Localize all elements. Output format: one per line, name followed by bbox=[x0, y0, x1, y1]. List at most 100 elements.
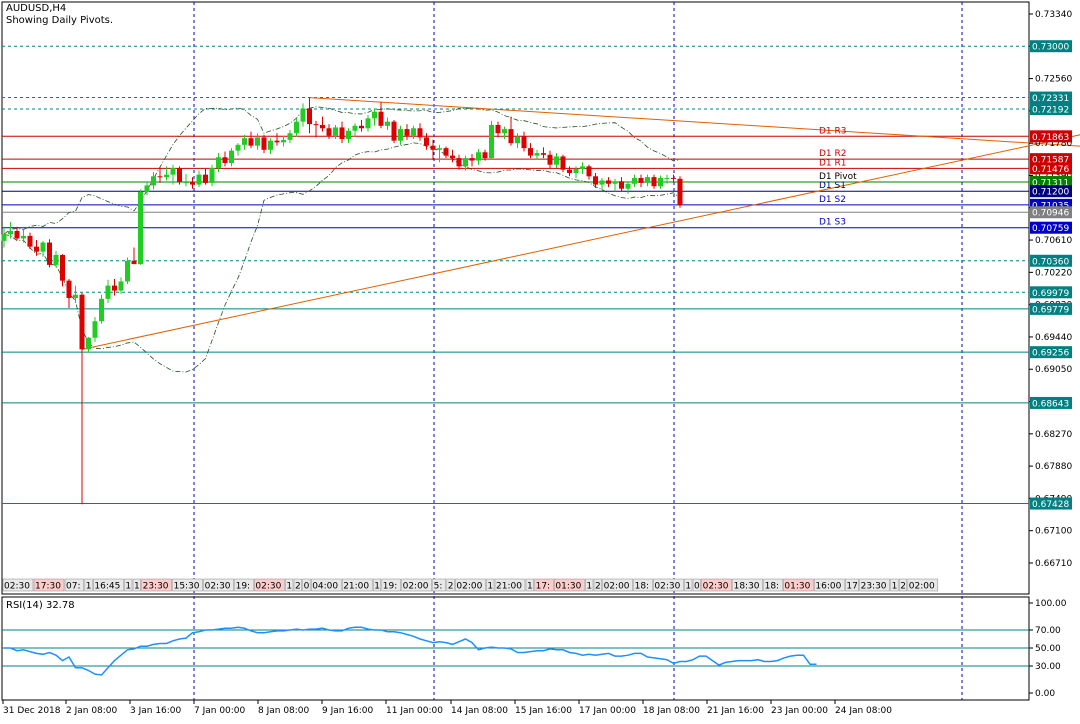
level-price-label: 0.69979 bbox=[1032, 289, 1069, 299]
session-label: 1 bbox=[527, 582, 533, 592]
level-price-label: 0.71476 bbox=[1032, 165, 1069, 175]
session-label: 1 bbox=[374, 582, 380, 592]
session-label: 21:00 bbox=[496, 582, 522, 592]
session-label: 16:45 bbox=[94, 582, 120, 592]
candle-body bbox=[41, 243, 46, 252]
candle-body bbox=[281, 140, 286, 142]
candle-body bbox=[132, 261, 137, 264]
candle-body bbox=[561, 156, 566, 169]
session-label: 23:30 bbox=[143, 582, 169, 592]
session-label: 1 bbox=[86, 582, 92, 592]
candle-body bbox=[21, 236, 26, 238]
candle-body bbox=[184, 182, 189, 183]
level-price-label: 0.73000 bbox=[1032, 43, 1069, 53]
candle-body bbox=[574, 169, 579, 173]
candle-body bbox=[509, 129, 514, 143]
candle-body bbox=[158, 176, 163, 177]
pivot-label: D1 S1 bbox=[819, 181, 846, 191]
rsi-tick-label: 50.00 bbox=[1035, 644, 1061, 654]
session-label: 02:00 bbox=[456, 582, 482, 592]
time-tick-label: 7 Jan 00:00 bbox=[194, 706, 246, 716]
session-label: 04:00 bbox=[312, 582, 338, 592]
candle-body bbox=[15, 231, 20, 238]
session-label: 1 bbox=[586, 582, 592, 592]
session-label: 07: bbox=[66, 582, 80, 592]
candle-body bbox=[626, 184, 631, 189]
rsi-tick-label: 0.00 bbox=[1035, 689, 1055, 699]
candle-body bbox=[210, 168, 215, 183]
candle-body bbox=[606, 180, 611, 183]
candle-body bbox=[255, 137, 260, 145]
candle-body bbox=[658, 178, 663, 186]
candle-body bbox=[483, 152, 488, 158]
candle-body bbox=[567, 170, 572, 173]
session-label: 0 bbox=[304, 582, 310, 592]
candle-body bbox=[203, 175, 208, 183]
time-tick-label: 14 Jan 08:00 bbox=[451, 706, 508, 716]
candle-body bbox=[288, 133, 293, 140]
candle-body bbox=[411, 128, 416, 135]
candle-body bbox=[353, 126, 358, 131]
session-label: 02:00 bbox=[403, 582, 429, 592]
candle-body bbox=[671, 178, 676, 179]
candle-body bbox=[489, 125, 494, 158]
session-label: 21:00 bbox=[343, 582, 369, 592]
candle-body bbox=[418, 128, 423, 137]
session-label: 1 bbox=[892, 582, 898, 592]
session-label: 18: bbox=[635, 582, 649, 592]
level-price-label: 0.70946 bbox=[1032, 209, 1069, 219]
level-price-label: 0.70360 bbox=[1032, 257, 1069, 267]
candle-body bbox=[385, 122, 390, 126]
candle-body bbox=[223, 157, 228, 163]
candle-body bbox=[346, 131, 351, 139]
pivot-label: D1 R1 bbox=[819, 158, 847, 168]
candle-body bbox=[652, 177, 657, 186]
session-label: 17:30 bbox=[35, 582, 61, 592]
session-label: 2 bbox=[448, 582, 454, 592]
candle-body bbox=[73, 295, 78, 298]
session-label: 02:30 bbox=[255, 582, 281, 592]
time-tick-label: 18 Jan 08:00 bbox=[643, 706, 700, 716]
level-price-label: 0.72331 bbox=[1032, 94, 1069, 104]
time-tick-label: 11 Jan 00:00 bbox=[386, 706, 443, 716]
rsi-tick-label: 100.00 bbox=[1035, 599, 1067, 609]
session-label: 1 bbox=[134, 582, 140, 592]
candle-body bbox=[359, 126, 364, 128]
session-label: 16:00 bbox=[815, 582, 841, 592]
candle-body bbox=[171, 168, 176, 175]
candle-body bbox=[424, 137, 429, 145]
candle-body bbox=[262, 137, 267, 149]
price-tick-label: 0.69050 bbox=[1035, 365, 1072, 375]
candle-body bbox=[138, 192, 143, 264]
candle-body bbox=[528, 148, 533, 155]
candle-body bbox=[307, 108, 312, 124]
candle-body bbox=[145, 185, 150, 192]
candle-body bbox=[437, 148, 442, 150]
candle-body bbox=[463, 158, 468, 166]
session-label: 18:30 bbox=[734, 582, 760, 592]
session-label: 02:00 bbox=[909, 582, 935, 592]
pivot-label: D1 S3 bbox=[819, 218, 846, 228]
time-tick-label: 31 Dec 2018 bbox=[3, 706, 61, 716]
candle-body bbox=[86, 338, 91, 350]
session-label: 17 bbox=[846, 582, 857, 592]
candle-body bbox=[47, 243, 52, 265]
time-tick-label: 3 Jan 16:00 bbox=[130, 706, 182, 716]
candle-body bbox=[665, 178, 670, 179]
level-price-label: 0.72192 bbox=[1032, 106, 1069, 116]
candle-body bbox=[177, 168, 182, 182]
candle-body bbox=[320, 125, 325, 128]
time-tick-label: 8 Jan 08:00 bbox=[258, 706, 310, 716]
candle-body bbox=[554, 156, 559, 164]
candle-body bbox=[112, 286, 117, 291]
candle-body bbox=[216, 157, 221, 168]
candle-body bbox=[125, 261, 130, 282]
price-tick-label: 0.70610 bbox=[1035, 236, 1072, 246]
candle-body bbox=[242, 138, 247, 145]
level-price-label: 0.69779 bbox=[1032, 305, 1069, 315]
candle-body bbox=[450, 156, 455, 158]
